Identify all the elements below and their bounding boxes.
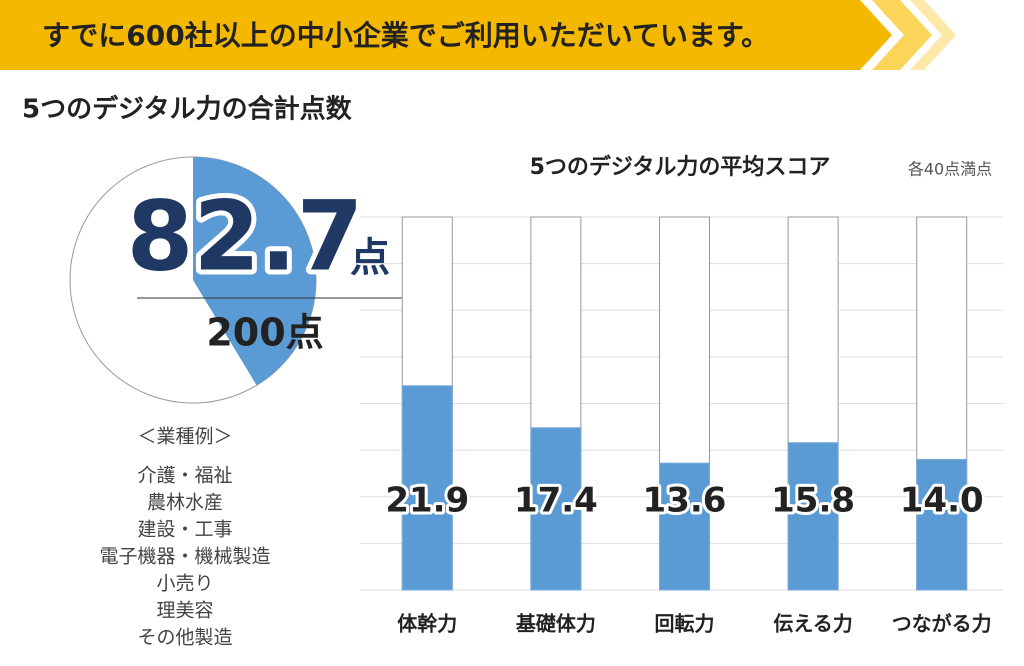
score-total: 200点 bbox=[206, 311, 323, 355]
value-label: 17.4 bbox=[514, 481, 598, 521]
x-tick-label: 伝える力 bbox=[773, 612, 852, 636]
chart-title: 5つのデジタル力の平均スコア bbox=[530, 154, 831, 180]
industry-item: 小売り bbox=[156, 573, 213, 595]
bar bbox=[401, 385, 453, 591]
x-tick-label: 基礎体力 bbox=[516, 612, 596, 636]
industry-item: 農林水産 bbox=[147, 492, 223, 514]
section-title: 5つのデジタル力の合計点数 bbox=[22, 94, 353, 125]
score-unit: 点 bbox=[350, 235, 390, 281]
industry-item: 建設・工事 bbox=[137, 519, 232, 541]
chevron bbox=[910, 0, 956, 70]
x-tick-label: 体幹力 bbox=[397, 612, 457, 636]
industry-item: 電子機器・機械製造 bbox=[99, 546, 270, 568]
x-tick-label: 回転力 bbox=[655, 612, 715, 636]
industry-item: 理美容 bbox=[156, 600, 213, 622]
x-tick-label: つながる力 bbox=[892, 612, 992, 636]
chevron bbox=[872, 0, 932, 70]
value-label: 14.0 bbox=[900, 481, 984, 521]
industries-heading: ＜業種例＞ bbox=[137, 426, 232, 448]
value-label: 15.8 bbox=[771, 481, 855, 521]
bar bbox=[916, 458, 968, 591]
banner-bg bbox=[0, 0, 892, 70]
bar bbox=[787, 442, 839, 591]
score-value: 82.7 bbox=[127, 180, 364, 292]
bar bbox=[659, 462, 710, 591]
industry-item: その他製造 bbox=[137, 627, 232, 649]
banner-text: すでに600社以上の中小企業でご利用いただいています。 bbox=[42, 19, 769, 52]
value-label: 21.9 bbox=[385, 481, 469, 521]
chart-subtitle: 各40点満点 bbox=[908, 160, 992, 179]
value-label: 13.6 bbox=[643, 481, 727, 521]
industry-item: 介護・福祉 bbox=[137, 465, 232, 487]
bar bbox=[530, 427, 582, 591]
pie-slice bbox=[193, 157, 316, 386]
